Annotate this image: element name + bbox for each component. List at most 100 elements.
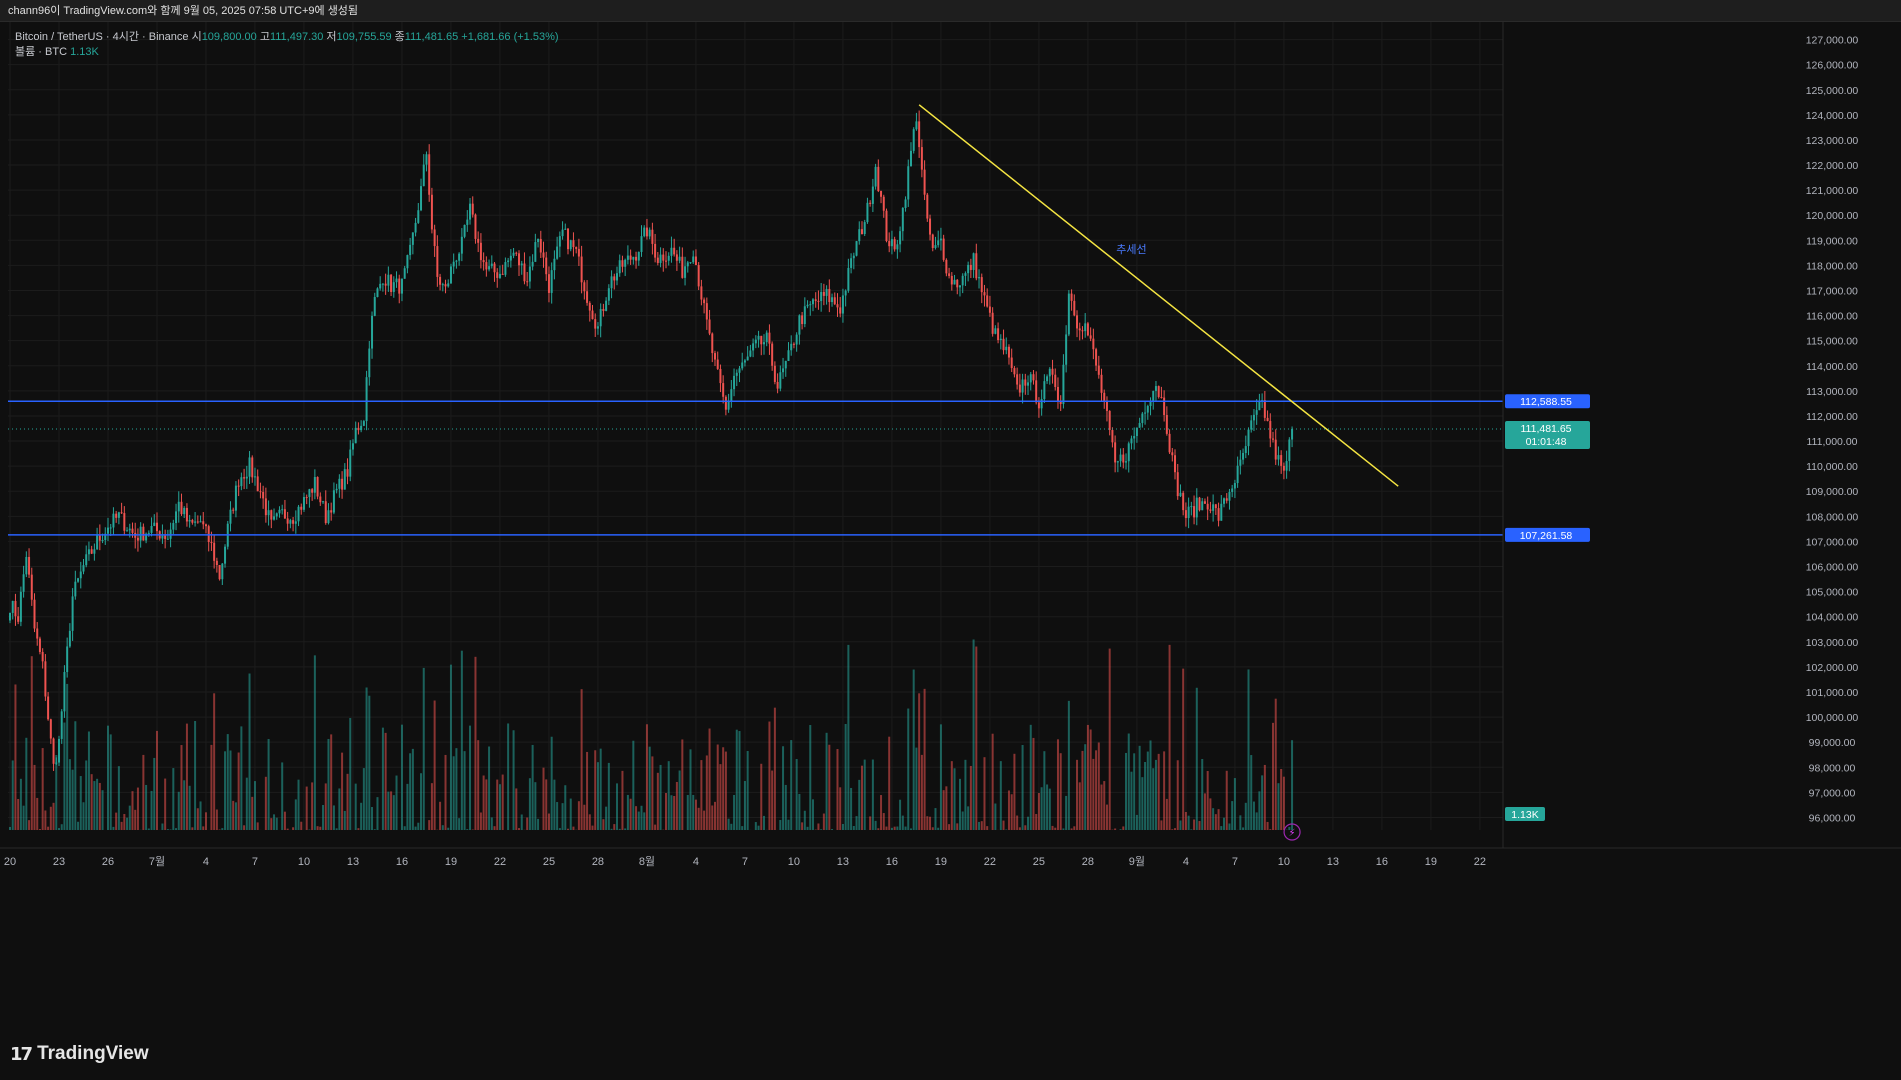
candle-body (626, 255, 629, 260)
volume-bar (30, 656, 33, 830)
volume-bar (422, 667, 425, 830)
volume-bar (11, 760, 14, 830)
volume-bar (1114, 828, 1117, 830)
candle-body (531, 261, 534, 267)
volume-bar (373, 829, 376, 830)
candle-body (1179, 492, 1182, 497)
volume-bar (635, 806, 638, 830)
candle-body (915, 121, 918, 130)
candle-body (635, 256, 638, 261)
symbol-label[interactable]: Bitcoin / TetherUS · 4시간 · Binance (15, 31, 189, 43)
volume-bar (264, 776, 267, 830)
volume-bar (803, 810, 806, 830)
volume-bar (1054, 827, 1057, 830)
candle-body (871, 186, 874, 204)
volume-bar (1174, 828, 1177, 830)
candle-body (937, 240, 940, 246)
volume-bar (381, 727, 384, 830)
volume-bar (98, 782, 101, 830)
volume-bar (556, 802, 559, 830)
candle-body (60, 711, 63, 739)
candle-body (346, 469, 349, 477)
candle-body (264, 498, 267, 516)
candle-body (319, 496, 322, 503)
legend-ohlc-row: Bitcoin / TetherUS · 4시간 · Binance 시109,… (15, 30, 559, 45)
volume-bar (204, 812, 207, 830)
volume-bar (297, 779, 300, 830)
candle-body (436, 246, 439, 277)
candle-body (858, 229, 861, 242)
candle-body (1108, 410, 1111, 431)
volume-bar (537, 818, 540, 830)
candle-body (204, 524, 207, 527)
volume-bar (605, 806, 608, 830)
price-tick-label: 103,000.00 (1806, 637, 1859, 649)
candle-body (172, 523, 175, 530)
price-tick-label: 104,000.00 (1806, 612, 1859, 624)
candle-body (469, 203, 472, 220)
volume-bar (784, 784, 787, 830)
candle-body (343, 469, 346, 490)
candle-body (490, 263, 493, 267)
volume-bar (403, 826, 406, 830)
volume-bar (1217, 809, 1220, 830)
candle-body (1059, 400, 1062, 404)
candle-body (392, 282, 395, 292)
time-tick-label: 7월 (149, 855, 165, 868)
volume-bar (686, 794, 689, 830)
time-tick-label: 25 (1033, 856, 1045, 868)
candle-body (893, 239, 896, 250)
volume-bar (1171, 829, 1174, 830)
candle-body (82, 565, 85, 572)
countdown-label: 01:01:48 (1526, 436, 1567, 448)
candle-body (1193, 506, 1196, 518)
volume-bar (155, 730, 158, 830)
candle-body (439, 276, 442, 285)
volume-bar (929, 816, 932, 830)
price-chart[interactable]: 저항선지지선추세선 127,000.00 126,000.00 125,000.00… (0, 22, 1901, 1030)
volume-value: 1.13K (70, 46, 99, 58)
candle-body (1105, 401, 1108, 411)
volume-bar (406, 783, 409, 830)
lightning-icon (1283, 823, 1301, 841)
candle-body (267, 510, 270, 516)
volume-bar (999, 761, 1002, 830)
volume-bar (692, 794, 695, 830)
candle-body (1182, 492, 1185, 511)
candle-body (308, 489, 311, 498)
volume-bar (305, 786, 308, 830)
candle-body (479, 242, 482, 261)
candle-body (387, 274, 390, 286)
volume-label[interactable]: 볼륨 · BTC (15, 46, 68, 58)
volume-bar (1274, 698, 1277, 830)
volume-bar (1013, 753, 1016, 830)
volume-bar (357, 828, 360, 830)
candle-body (839, 307, 842, 314)
candle-body (9, 612, 11, 621)
volume-bar (1231, 801, 1234, 830)
volume-bar (1016, 815, 1019, 830)
volume-bar (722, 747, 725, 830)
candle-body (1035, 380, 1038, 403)
tradingview-logo[interactable]: 𝟭𝟳 TradingView (10, 1043, 149, 1065)
candle-body (975, 253, 978, 279)
volume-bar (994, 803, 997, 830)
candle-body (33, 599, 36, 629)
volume-bar (1125, 752, 1128, 830)
volume-bar (1103, 781, 1106, 830)
tradingview-logo-icon: 𝟭𝟳 (10, 1043, 33, 1064)
volume-bar (371, 806, 374, 830)
price-level-badge (1505, 394, 1590, 409)
candle-body (106, 527, 109, 534)
volume-bar (1097, 742, 1100, 830)
candle-body (259, 491, 262, 493)
candle-body (30, 574, 33, 600)
candle-body (155, 522, 158, 532)
volume-bar (1214, 814, 1217, 830)
candle-body (1263, 400, 1266, 418)
candle-body (153, 522, 156, 526)
volume-bar (1269, 829, 1272, 830)
volume-bar (55, 754, 58, 830)
candle-body (667, 255, 670, 261)
volume-bar (918, 693, 921, 830)
